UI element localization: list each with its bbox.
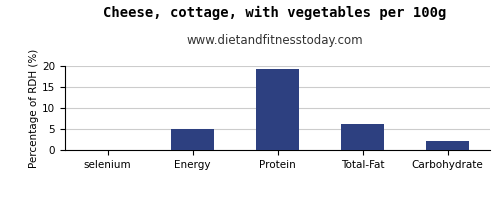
Bar <box>171 129 214 150</box>
Text: Cheese, cottage, with vegetables per 100g: Cheese, cottage, with vegetables per 100… <box>104 6 446 20</box>
Bar <box>426 141 469 150</box>
Y-axis label: Percentage of RDH (%): Percentage of RDH (%) <box>29 48 39 168</box>
Bar <box>256 69 299 150</box>
Text: www.dietandfitnesstoday.com: www.dietandfitnesstoday.com <box>186 34 364 47</box>
Bar <box>341 124 384 150</box>
